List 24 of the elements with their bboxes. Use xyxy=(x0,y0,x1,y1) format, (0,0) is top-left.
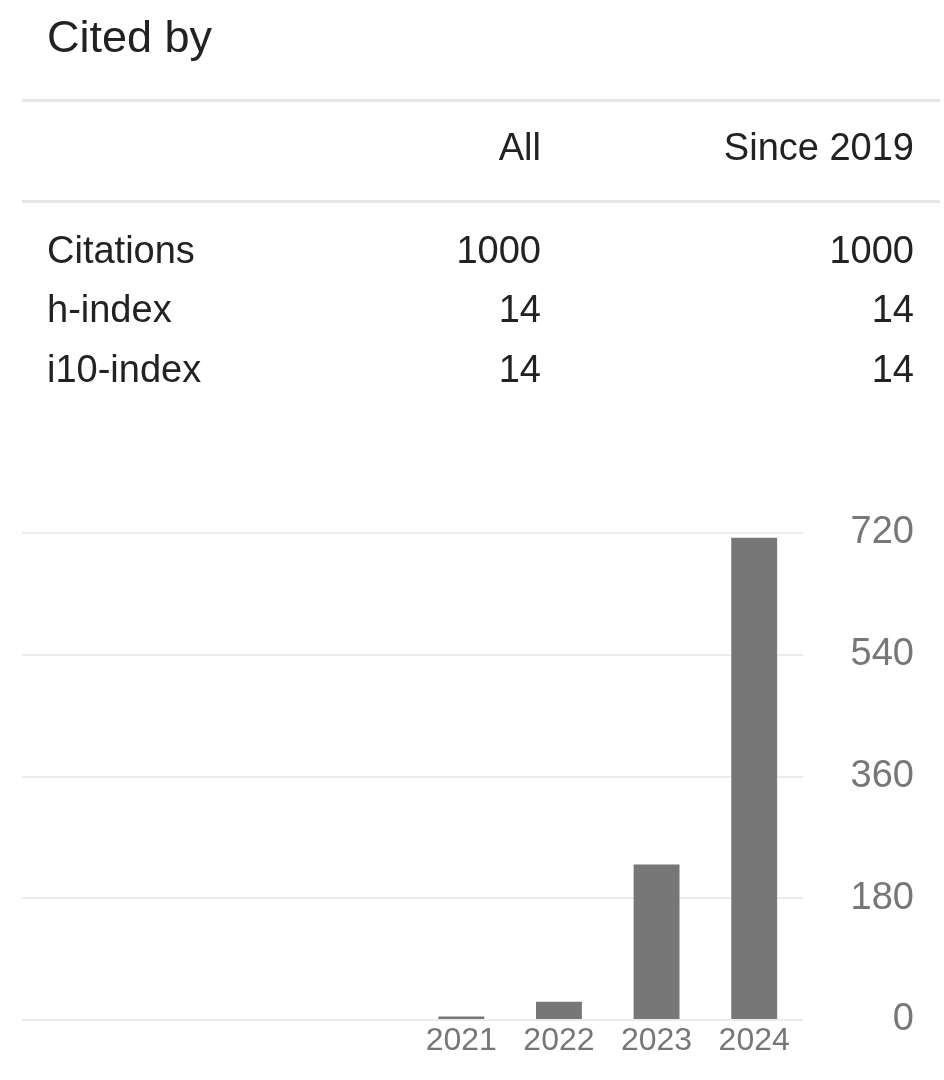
category-label: i10-index xyxy=(47,348,202,390)
text: 14 xyxy=(871,348,914,390)
category-label: Citations xyxy=(47,229,195,271)
text: 14 xyxy=(871,288,914,330)
text: 1000 xyxy=(829,229,914,271)
bar xyxy=(536,1001,582,1019)
x-tick-label: 2022 xyxy=(523,1021,595,1058)
text: 14 xyxy=(498,288,541,330)
category-label: All xyxy=(498,126,541,168)
x-tick-label: 2024 xyxy=(718,1021,790,1058)
y-tick-label: 720 xyxy=(850,509,914,552)
y-tick-label: 360 xyxy=(850,752,914,795)
text: 1000 xyxy=(456,229,541,271)
y-tick-label: 180 xyxy=(850,874,914,917)
y-tick-label: 0 xyxy=(892,996,914,1039)
text: Cited by xyxy=(47,11,213,62)
x-tick-label: 2023 xyxy=(620,1021,693,1058)
y-tick-label: 540 xyxy=(850,631,914,674)
x-tick-label: 2021 xyxy=(425,1021,497,1058)
category-label: h-index xyxy=(47,288,172,330)
category-label: Since 2019 xyxy=(723,126,914,168)
bar xyxy=(731,537,778,1019)
text: 14 xyxy=(498,348,541,390)
bar xyxy=(633,864,680,1019)
